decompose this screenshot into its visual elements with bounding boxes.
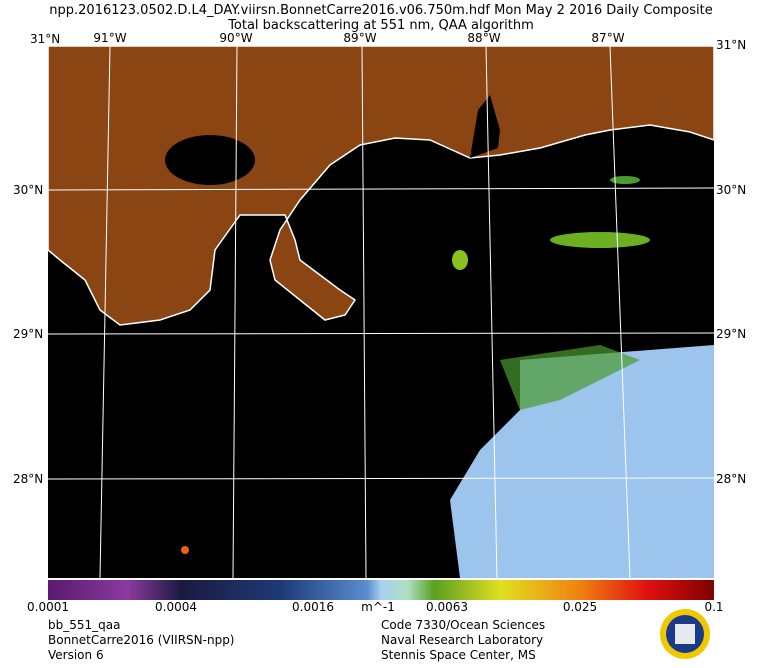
colorbar-label: 0.1 <box>704 600 723 614</box>
lat-label: 31°N <box>716 38 746 52</box>
footer-right: Naval Research Laboratory <box>381 633 543 647</box>
lon-label: 91°W <box>93 31 126 45</box>
land <box>47 45 715 326</box>
title: npp.2016123.0502.D.L4_DAY.viirsn.BonnetC… <box>49 3 712 18</box>
lake <box>165 135 255 185</box>
orange-patch <box>181 546 189 554</box>
subtitle: Total backscattering at 551 nm, QAA algo… <box>227 18 534 33</box>
lon-label: 89°W <box>343 31 376 45</box>
lon-label: 87°W <box>591 31 624 45</box>
lat-label: 31°N <box>30 32 60 46</box>
lat-label: 28°N <box>716 472 746 486</box>
colorbar-label: 0.0001 <box>27 600 69 614</box>
lat-label: 30°N <box>13 183 43 197</box>
footer-left: BonnetCarre2016 (VIIRSN-npp) <box>48 633 235 647</box>
footer-left: Version 6 <box>48 648 104 662</box>
colorbar-label: 0.0016 <box>292 600 334 614</box>
green-patch <box>452 250 468 270</box>
colorbar-label: 0.0004 <box>155 600 197 614</box>
green-patch <box>500 345 640 410</box>
lat-label: 28°N <box>13 472 43 486</box>
lat-label: 29°N <box>13 327 43 341</box>
colorbar-unit: m^-1 <box>361 600 395 614</box>
lat-label: 30°N <box>716 183 746 197</box>
colorbar <box>48 580 714 600</box>
colorbar-label: 0.0063 <box>426 600 468 614</box>
footer-right: Code 7330/Ocean Sciences <box>381 618 545 632</box>
green-patch <box>610 176 640 184</box>
logo <box>660 609 710 659</box>
footer-right: Stennis Space Center, MS <box>381 648 536 662</box>
graticule <box>47 45 715 579</box>
lon-label: 88°W <box>467 31 500 45</box>
clear-water <box>450 345 714 578</box>
colorbar-label: 0.025 <box>563 600 597 614</box>
bay <box>470 95 500 158</box>
green-patch <box>550 232 650 248</box>
map-area <box>47 45 715 579</box>
lon-label: 90°W <box>219 31 252 45</box>
lat-label: 29°N <box>716 327 746 341</box>
footer-left: bb_551_qaa <box>48 618 120 632</box>
